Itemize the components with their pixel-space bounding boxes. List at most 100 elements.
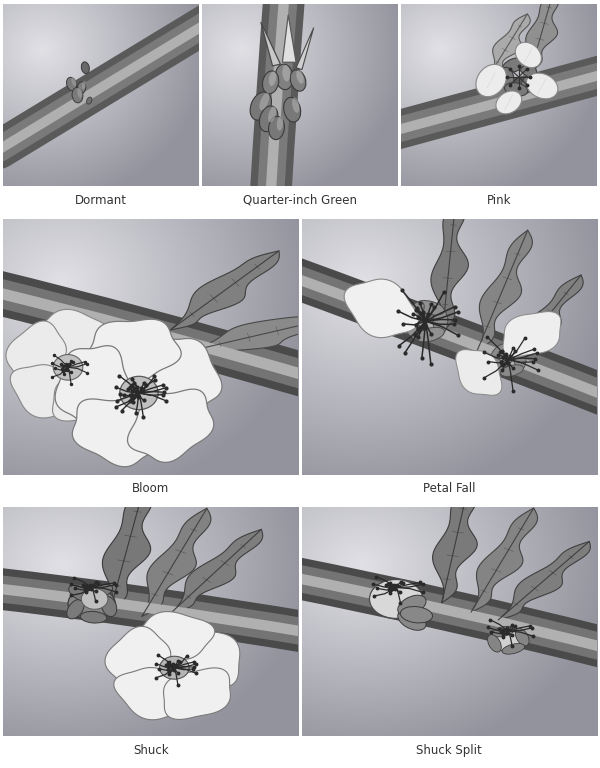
Polygon shape [55,346,130,427]
Ellipse shape [101,596,117,617]
Ellipse shape [67,600,84,619]
Ellipse shape [403,319,424,340]
Ellipse shape [67,78,77,91]
Ellipse shape [492,626,515,637]
Ellipse shape [526,73,558,99]
Ellipse shape [500,68,514,89]
Ellipse shape [398,610,426,631]
Polygon shape [344,279,418,338]
Ellipse shape [400,607,433,623]
Ellipse shape [268,106,276,122]
Polygon shape [456,349,502,396]
Polygon shape [526,0,559,71]
Polygon shape [296,28,314,70]
Ellipse shape [416,327,445,342]
Text: Bloom: Bloom [132,482,169,495]
Polygon shape [35,310,110,359]
Polygon shape [6,321,67,385]
Ellipse shape [82,589,108,609]
Text: Shuck: Shuck [133,743,169,756]
Ellipse shape [500,365,523,376]
Ellipse shape [71,77,77,86]
Ellipse shape [296,70,304,84]
Text: Shuck Split: Shuck Split [416,743,482,756]
Ellipse shape [505,83,528,96]
Ellipse shape [120,376,158,409]
Ellipse shape [476,65,506,97]
Polygon shape [170,529,263,614]
Ellipse shape [269,71,277,86]
Ellipse shape [86,97,92,104]
Ellipse shape [277,116,283,131]
Ellipse shape [250,92,271,120]
Ellipse shape [433,309,448,334]
Ellipse shape [518,59,536,78]
Ellipse shape [515,42,541,68]
Polygon shape [10,365,77,418]
Ellipse shape [77,87,82,98]
Ellipse shape [160,657,189,679]
Polygon shape [490,14,530,74]
Polygon shape [114,667,190,720]
Ellipse shape [500,343,523,355]
Ellipse shape [403,302,424,324]
Polygon shape [433,485,477,603]
Polygon shape [471,508,538,612]
Ellipse shape [398,595,426,615]
Polygon shape [134,611,215,660]
Ellipse shape [290,70,306,91]
Polygon shape [499,541,590,620]
Ellipse shape [80,611,107,623]
Ellipse shape [514,349,526,370]
Polygon shape [503,312,561,356]
Ellipse shape [72,88,83,103]
Polygon shape [142,508,211,616]
Text: Pink: Pink [487,194,511,207]
Polygon shape [105,627,171,689]
Ellipse shape [283,65,290,81]
Ellipse shape [259,93,269,110]
Ellipse shape [269,116,284,140]
Ellipse shape [284,98,301,122]
Ellipse shape [370,580,422,618]
Polygon shape [182,629,240,687]
Text: Quarter-inch Green: Quarter-inch Green [243,194,357,207]
Polygon shape [191,316,334,351]
Polygon shape [73,399,163,467]
Ellipse shape [416,300,445,315]
Ellipse shape [77,81,86,94]
Ellipse shape [68,588,115,620]
Polygon shape [144,338,222,416]
Polygon shape [283,15,296,62]
Ellipse shape [502,644,524,654]
Ellipse shape [263,71,279,94]
Ellipse shape [490,344,507,362]
Ellipse shape [53,355,83,380]
Polygon shape [76,330,130,392]
Polygon shape [103,487,152,611]
Ellipse shape [292,98,299,113]
Polygon shape [261,22,280,66]
Polygon shape [431,198,469,331]
Ellipse shape [259,106,278,131]
Ellipse shape [520,73,537,93]
Ellipse shape [69,585,91,601]
Ellipse shape [88,584,113,599]
Ellipse shape [275,64,293,90]
Polygon shape [86,319,181,383]
Ellipse shape [496,91,521,114]
Ellipse shape [82,81,86,89]
Ellipse shape [82,62,89,74]
Polygon shape [477,230,532,351]
Text: Petal Fall: Petal Fall [423,482,475,495]
Ellipse shape [492,629,524,652]
Ellipse shape [490,358,507,376]
Ellipse shape [503,58,525,72]
Polygon shape [170,251,280,330]
Polygon shape [164,668,230,720]
Polygon shape [53,372,117,421]
Text: Dormant: Dormant [75,194,127,207]
Ellipse shape [515,628,529,646]
Ellipse shape [488,634,502,652]
Polygon shape [128,389,214,462]
